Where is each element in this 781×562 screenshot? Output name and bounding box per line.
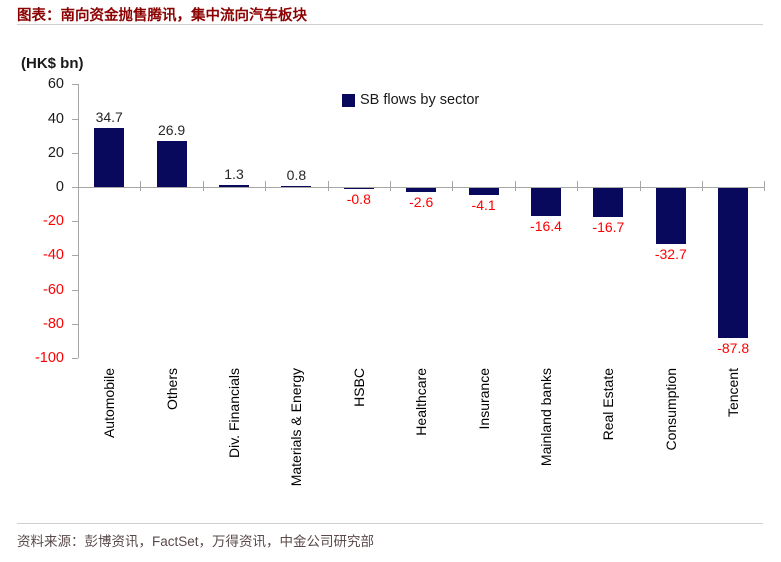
legend-label: SB flows by sector bbox=[360, 92, 480, 108]
x-tick-mark bbox=[514, 181, 516, 191]
bar bbox=[219, 184, 249, 187]
y-tick-label: -60 bbox=[43, 281, 64, 298]
bar-value-label: -87.8 bbox=[717, 340, 750, 357]
x-category-label: Mainland banks bbox=[538, 368, 554, 467]
y-tick-mark bbox=[72, 289, 78, 291]
x-category-label: Div. Financials bbox=[226, 368, 242, 458]
x-category-label: Consumption bbox=[662, 368, 679, 451]
x-category-label: Insurance bbox=[475, 368, 492, 430]
bar bbox=[593, 188, 624, 217]
x-category-label: Tencent bbox=[725, 368, 742, 418]
y-tick-label: -40 bbox=[43, 247, 64, 264]
x-tick-mark bbox=[265, 181, 267, 191]
y-axis-unit-label: (HK$ bn) bbox=[21, 55, 84, 72]
x-category-label: Automobile bbox=[101, 368, 118, 439]
y-tick-label: -20 bbox=[43, 213, 64, 230]
bar bbox=[156, 141, 187, 187]
bar bbox=[468, 188, 499, 195]
bar-value-label: -2.6 bbox=[409, 194, 434, 211]
bar bbox=[94, 127, 125, 187]
x-tick-mark bbox=[202, 181, 204, 191]
x-category-label: Others bbox=[163, 368, 180, 411]
x-tick-mark bbox=[327, 181, 329, 191]
title-divider bbox=[17, 24, 763, 25]
bar-value-label: 0.8 bbox=[286, 166, 307, 183]
y-tick-label: 60 bbox=[47, 76, 64, 93]
y-tick-mark bbox=[72, 221, 78, 223]
y-tick-mark bbox=[72, 152, 78, 154]
x-tick-mark bbox=[577, 181, 579, 191]
x-axis-line bbox=[78, 187, 765, 188]
y-tick-label: -80 bbox=[43, 315, 64, 332]
bar-value-label: -32.7 bbox=[654, 245, 687, 262]
y-tick-mark bbox=[72, 84, 78, 86]
bar-value-label: -0.8 bbox=[346, 191, 371, 208]
bar bbox=[281, 185, 312, 187]
bar bbox=[343, 188, 374, 190]
legend-swatch-icon bbox=[342, 93, 355, 107]
bar-value-label: 34.7 bbox=[95, 108, 123, 125]
figure-title: 图表：南向资金抛售腾讯，集中流向汽车板块 bbox=[17, 8, 307, 24]
y-axis-line bbox=[78, 84, 79, 358]
x-category-label: Healthcare bbox=[413, 368, 430, 436]
bar bbox=[718, 188, 749, 339]
y-tick-mark bbox=[72, 187, 78, 188]
x-tick-mark bbox=[140, 181, 142, 191]
footer-divider bbox=[17, 523, 763, 524]
x-tick-mark bbox=[452, 181, 454, 191]
y-tick-mark bbox=[72, 118, 78, 120]
y-tick-label: 40 bbox=[47, 110, 64, 127]
source-note: 资料来源：彭博资讯，FactSet，万得资讯，中金公司研究部 bbox=[17, 534, 375, 549]
x-tick-mark bbox=[390, 181, 391, 191]
bar-value-label: -16.7 bbox=[592, 218, 625, 235]
bar-value-label: -16.4 bbox=[530, 218, 562, 235]
x-category-label: Materials & Energy bbox=[288, 368, 305, 487]
y-tick-label: 0 bbox=[55, 179, 64, 195]
x-tick-mark bbox=[639, 181, 641, 191]
x-category-label: Real Estate bbox=[600, 368, 617, 441]
x-tick-mark bbox=[764, 181, 766, 191]
y-tick-label: 20 bbox=[47, 144, 64, 161]
bar-value-label: 26.9 bbox=[157, 122, 186, 138]
y-tick-mark bbox=[72, 323, 78, 325]
y-tick-mark bbox=[72, 255, 78, 257]
bar bbox=[655, 188, 686, 244]
bar-value-label: 1.3 bbox=[224, 165, 244, 182]
bar bbox=[406, 188, 437, 193]
x-category-label: HSBC bbox=[350, 368, 367, 407]
y-tick-mark bbox=[72, 358, 78, 359]
bar-value-label: -4.1 bbox=[471, 197, 496, 213]
bar bbox=[531, 188, 561, 217]
chart-legend: SB flows by sector bbox=[342, 92, 479, 108]
x-tick-mark bbox=[702, 181, 703, 191]
y-tick-label: -100 bbox=[34, 350, 64, 366]
